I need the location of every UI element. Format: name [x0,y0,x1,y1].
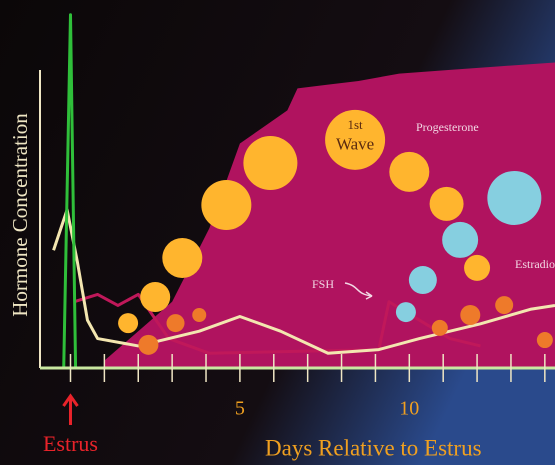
wave-label: Wave [336,135,374,154]
series-label: Estradiol [515,257,555,271]
follicle [118,313,138,333]
follicle [537,332,553,348]
follicle [138,335,158,355]
y-axis-label: Hormone Concentration [8,113,32,317]
estrus-label: Estrus [43,431,98,456]
follicle [243,136,297,190]
chart: Hormone Concentration Days Relative to E… [0,0,555,465]
follicle [432,320,448,336]
x-tick-label: 5 [235,398,245,420]
follicle [389,152,429,192]
follicle [396,302,416,322]
x-axis-label: Days Relative to Estrus [265,435,482,460]
follicle [442,222,478,258]
series-label: FSH [312,277,334,291]
follicle [162,238,202,278]
follicle [167,314,185,332]
follicle [430,187,464,221]
x-tick-label: 10 [399,398,419,420]
follicle [409,266,437,294]
follicle [464,255,490,281]
wave-label: 1st [348,117,364,132]
follicle [201,180,251,230]
follicle [192,308,206,322]
follicle [140,282,170,312]
follicle [487,171,541,225]
series-label: Progesterone [416,120,479,134]
follicle [460,305,480,325]
follicle [495,296,513,314]
